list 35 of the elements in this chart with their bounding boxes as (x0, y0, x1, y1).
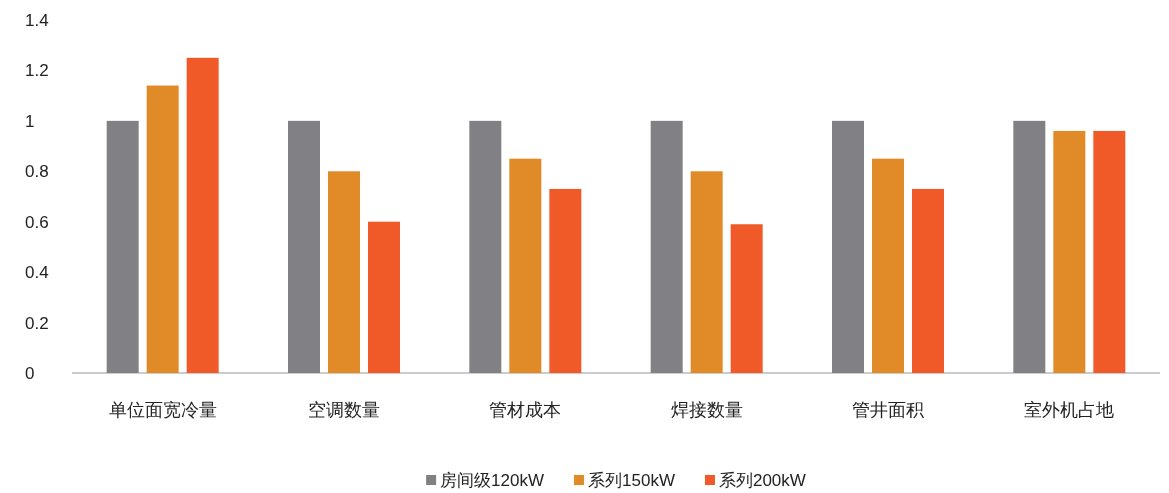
bar (1053, 130, 1086, 373)
bar (186, 57, 219, 373)
legend-label: 房间级120kW (440, 471, 545, 490)
bar (509, 158, 542, 373)
bar (872, 158, 904, 373)
x-tick-label: 空调数量 (308, 400, 380, 420)
bar (469, 120, 502, 373)
bar (912, 188, 944, 373)
y-tick-label: 1.2 (25, 61, 49, 81)
bar (146, 85, 179, 373)
y-tick-label: 0.4 (25, 263, 49, 283)
x-tick-label: 单位面宽冷量 (108, 400, 217, 420)
y-tick-label: 0.8 (25, 162, 49, 182)
bar (1093, 130, 1126, 373)
legend-label: 系列200kW (718, 471, 806, 490)
bar (368, 221, 400, 373)
bar (730, 224, 763, 373)
y-tick-label: 0.2 (25, 313, 49, 333)
bar (288, 120, 320, 373)
bar (832, 120, 864, 373)
x-tick-label: 室外机占地 (1024, 400, 1115, 420)
x-tick-label: 管材成本 (489, 400, 562, 420)
legend-label: 系列150kW (588, 471, 675, 490)
y-tick-label: 1 (25, 111, 35, 131)
bar (549, 188, 582, 373)
bar (690, 171, 723, 373)
y-tick-label: 0.6 (25, 212, 49, 232)
y-tick-label: 0 (25, 364, 35, 383)
x-tick-label: 焊接数量 (670, 400, 743, 420)
bar (328, 171, 360, 373)
bar (650, 120, 683, 373)
x-tick-label: 管井面积 (852, 400, 924, 420)
bar (106, 120, 139, 373)
bar (1013, 120, 1046, 373)
y-tick-label: 1.4 (25, 11, 49, 30)
